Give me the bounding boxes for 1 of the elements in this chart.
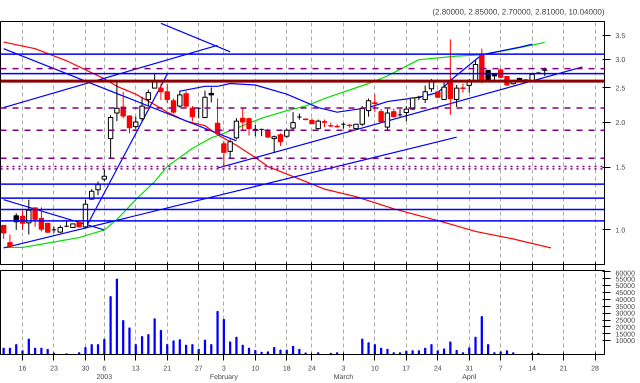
chart-title: (2.80000, 2.85000, 2.70000, 2.81000, 10.04000) — [432, 8, 605, 16]
